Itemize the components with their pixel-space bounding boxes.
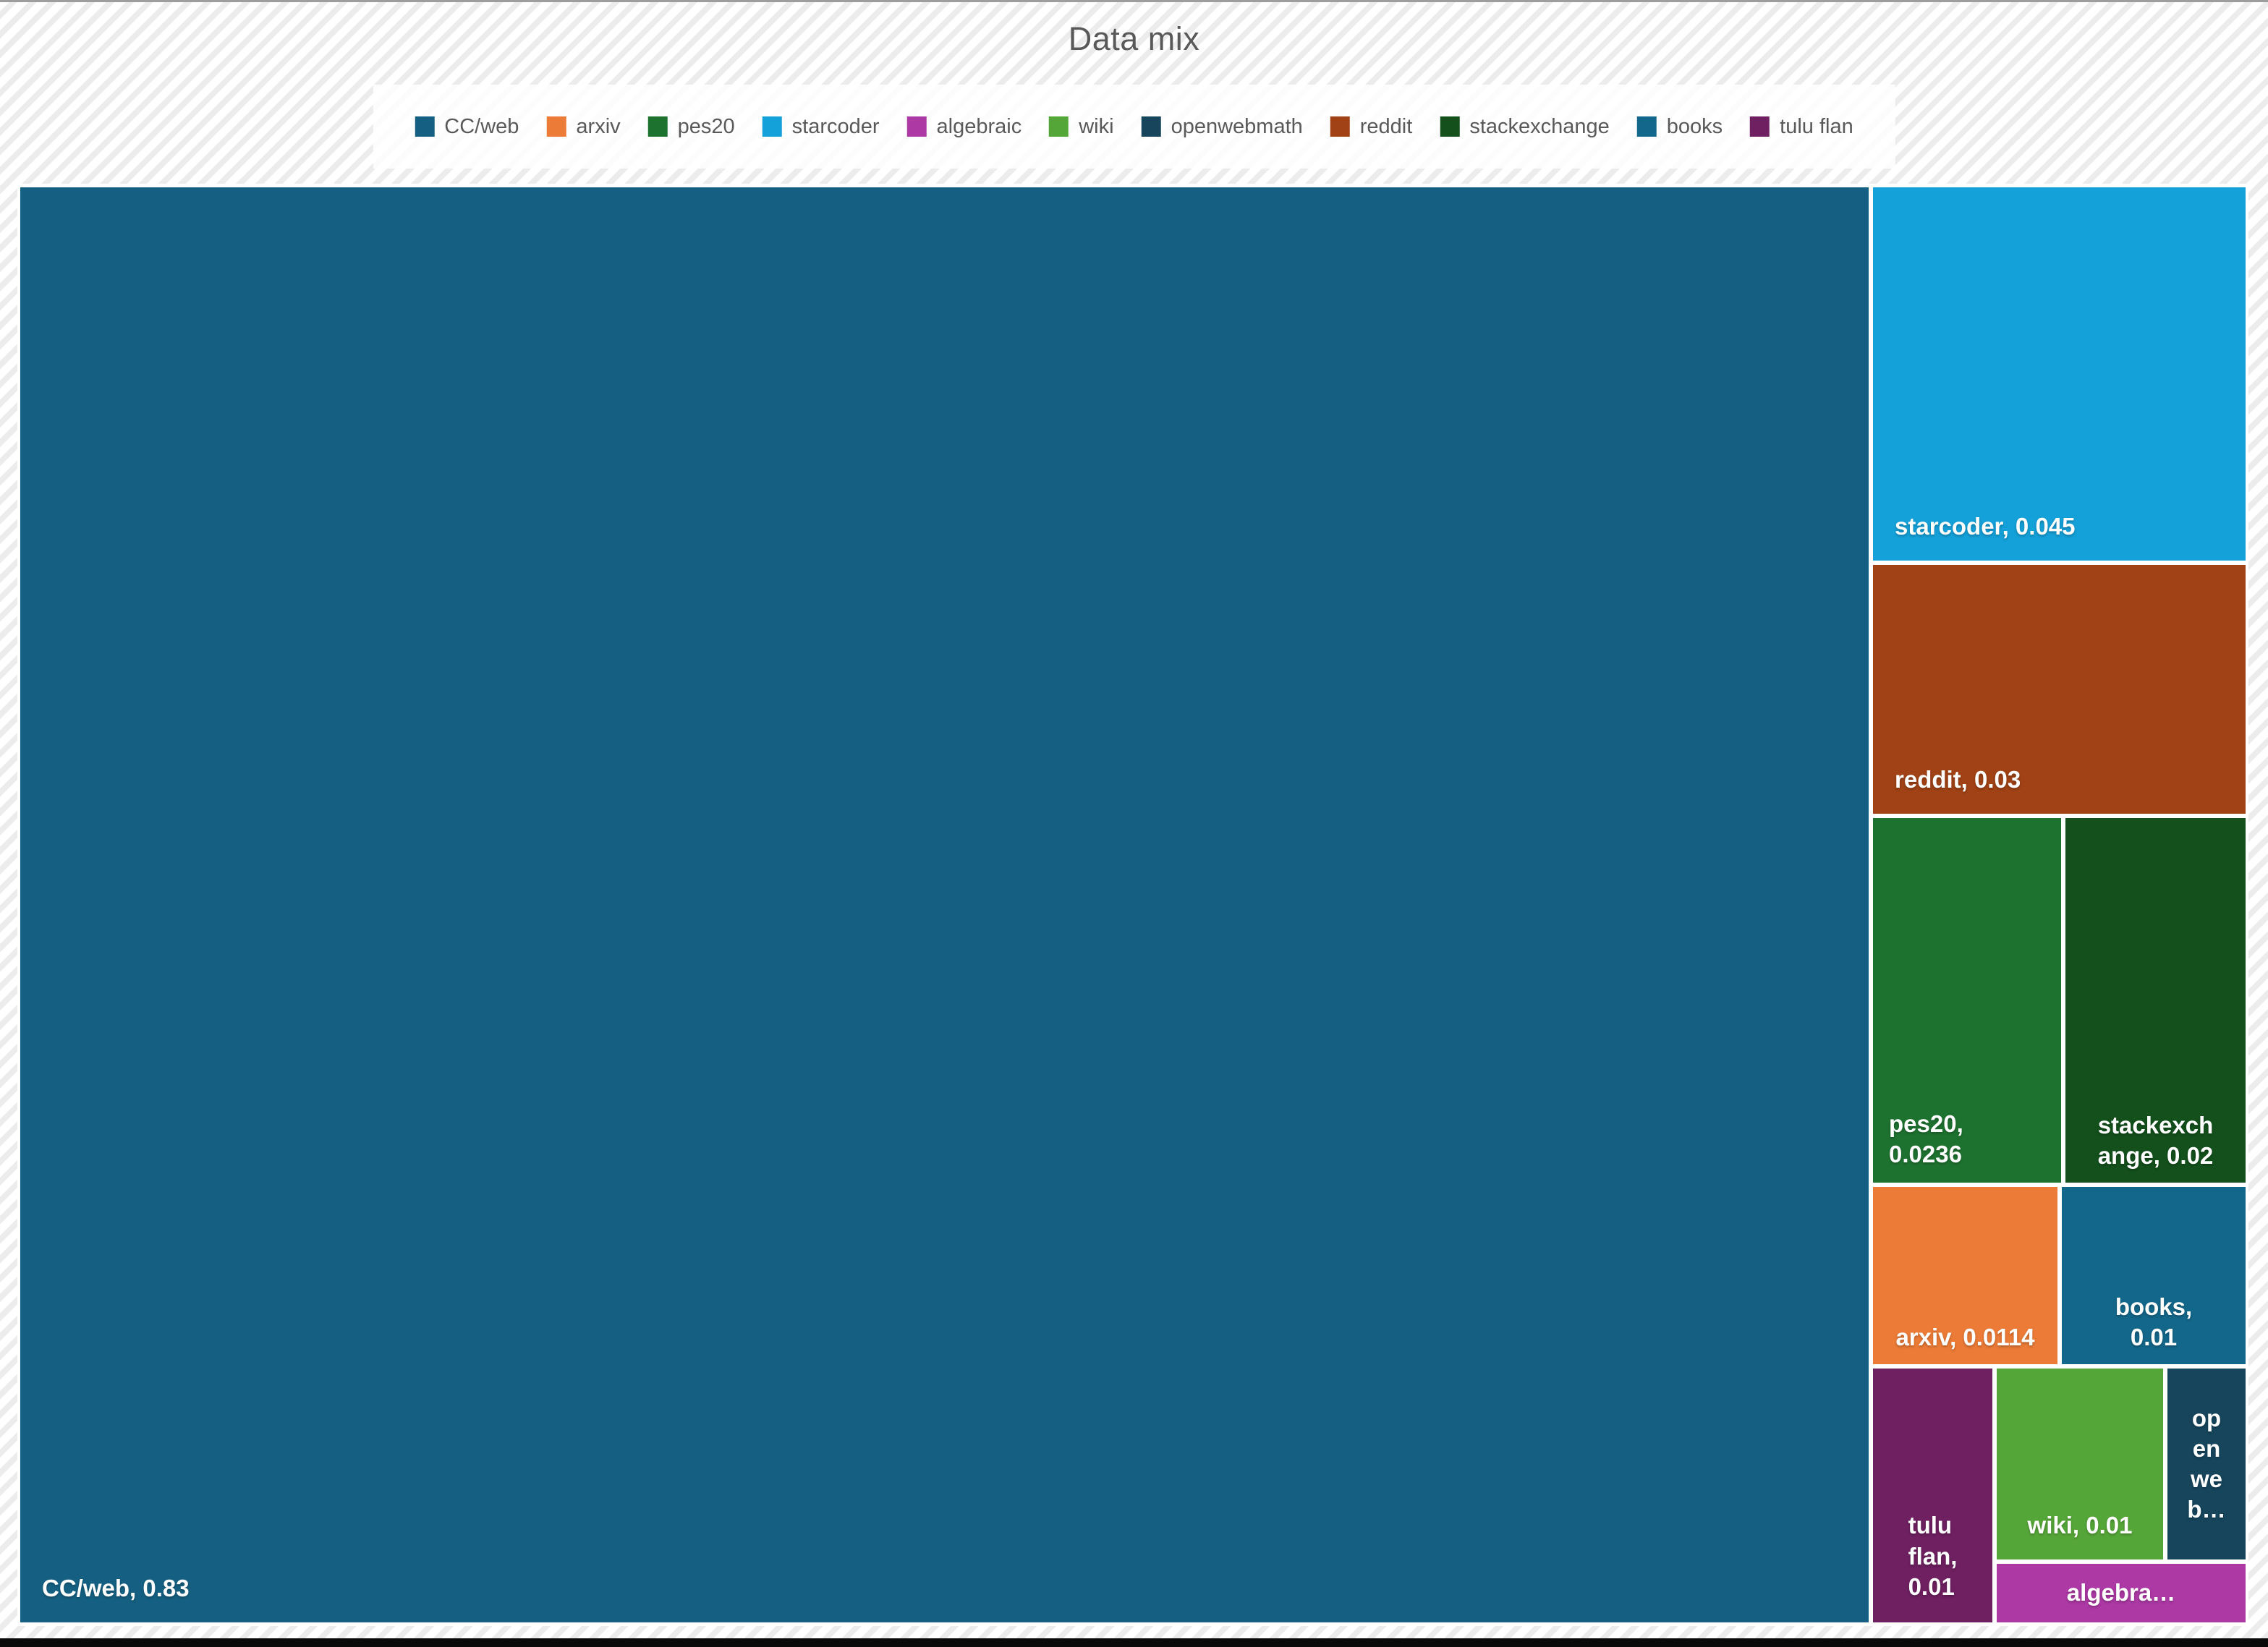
tile-label-openwebmath: op en we b… xyxy=(2187,1404,2226,1523)
treemap-tile-tuluflan[interactable]: tulu flan, 0.01 xyxy=(1873,1369,1992,1622)
treemap-tile-ccweb[interactable]: CC/web, 0.83 xyxy=(20,187,1869,1622)
legend-label: CC/web xyxy=(444,114,519,138)
treemap-tile-starcoder[interactable]: starcoder, 0.045 xyxy=(1873,187,2246,561)
tile-label-stackexchange: stackexch ange, 0.02 xyxy=(2097,1111,2214,1169)
treemap-tile-openwebmath[interactable]: op en we b… xyxy=(2167,1369,2246,1559)
tile-label-books: books, 0.01 xyxy=(2115,1293,2193,1350)
tile-label-starcoder: starcoder, 0.045 xyxy=(1895,512,2076,540)
treemap-tile-pes20[interactable]: pes20, 0.0236 xyxy=(1873,818,2061,1183)
legend-item-ccweb[interactable]: CC/web xyxy=(415,115,519,139)
legend-swatch-wiki xyxy=(1049,116,1069,137)
legend-label: starcoder xyxy=(791,114,880,138)
tile-label-algebraic: algebra… xyxy=(2066,1579,2176,1606)
tile-label-ccweb: CC/web, 0.83 xyxy=(42,1574,190,1601)
treemap-tile-arxiv[interactable]: arxiv, 0.0114 xyxy=(1873,1187,2057,1364)
treemap-tile-wiki[interactable]: wiki, 0.01 xyxy=(1997,1369,2163,1559)
top-border xyxy=(0,0,2268,2)
legend-item-openwebmath[interactable]: openwebmath xyxy=(1141,114,1303,139)
legend-swatch-ccweb xyxy=(415,116,435,137)
legend-swatch-algebraic xyxy=(906,116,927,137)
legend-label: arxiv xyxy=(576,114,621,138)
legend-label: reddit xyxy=(1359,114,1413,138)
tile-label-tuluflan: tulu flan, 0.01 xyxy=(1908,1512,1958,1600)
chart-title: Data mix xyxy=(1068,20,1200,57)
legend-label: pes20 xyxy=(677,114,735,138)
legend-label: wiki xyxy=(1079,114,1114,138)
treemap-tile-reddit[interactable]: reddit, 0.03 xyxy=(1873,565,2246,814)
legend-label: stackexchange xyxy=(1469,114,1610,138)
legend-item-starcoder[interactable]: starcoder xyxy=(762,114,880,139)
legend-item-stackexchange[interactable]: stackexchange xyxy=(1440,114,1610,139)
legend-item-reddit[interactable]: reddit xyxy=(1330,114,1413,139)
treemap-tile-books[interactable]: books, 0.01 xyxy=(2062,1187,2246,1364)
legend: CC/web arxiv pes20 starcoder algebraic w… xyxy=(373,85,1895,169)
legend-swatch-stackexchange xyxy=(1440,116,1460,137)
legend-label: openwebmath xyxy=(1171,114,1303,138)
legend-label: books xyxy=(1666,114,1723,138)
legend-swatch-starcoder xyxy=(762,116,782,137)
legend-swatch-arxiv xyxy=(546,116,566,137)
legend-label: algebraic xyxy=(936,114,1022,138)
treemap-tile-stackexchange[interactable]: stackexch ange, 0.02 xyxy=(2065,818,2246,1183)
legend-label: tulu flan xyxy=(1780,114,1853,138)
tile-label-arxiv: arxiv, 0.0114 xyxy=(1895,1323,2035,1350)
legend-item-tuluflan[interactable]: tulu flan xyxy=(1750,115,1853,139)
bottom-bar xyxy=(0,1638,2268,1647)
legend-item-books[interactable]: books xyxy=(1636,114,1723,139)
tile-label-wiki: wiki, 0.01 xyxy=(2027,1511,2133,1539)
tile-label-pes20: pes20, 0.0236 xyxy=(1889,1110,1963,1167)
legend-item-pes20[interactable]: pes20 xyxy=(647,114,735,139)
legend-item-algebraic[interactable]: algebraic xyxy=(906,114,1022,139)
legend-swatch-openwebmath xyxy=(1141,116,1161,137)
tile-label-reddit: reddit, 0.03 xyxy=(1895,765,2021,793)
legend-swatch-pes20 xyxy=(647,116,668,137)
legend-swatch-tuluflan xyxy=(1750,116,1770,137)
legend-item-arxiv[interactable]: arxiv xyxy=(546,114,621,139)
legend-swatch-reddit xyxy=(1330,116,1350,137)
treemap-plot: CC/web, 0.83 starcoder, 0.045 reddit, 0.… xyxy=(17,184,2248,1626)
treemap-tile-algebraic[interactable]: algebra… xyxy=(1997,1564,2246,1622)
legend-item-wiki[interactable]: wiki xyxy=(1049,114,1114,139)
legend-swatch-books xyxy=(1636,116,1657,137)
